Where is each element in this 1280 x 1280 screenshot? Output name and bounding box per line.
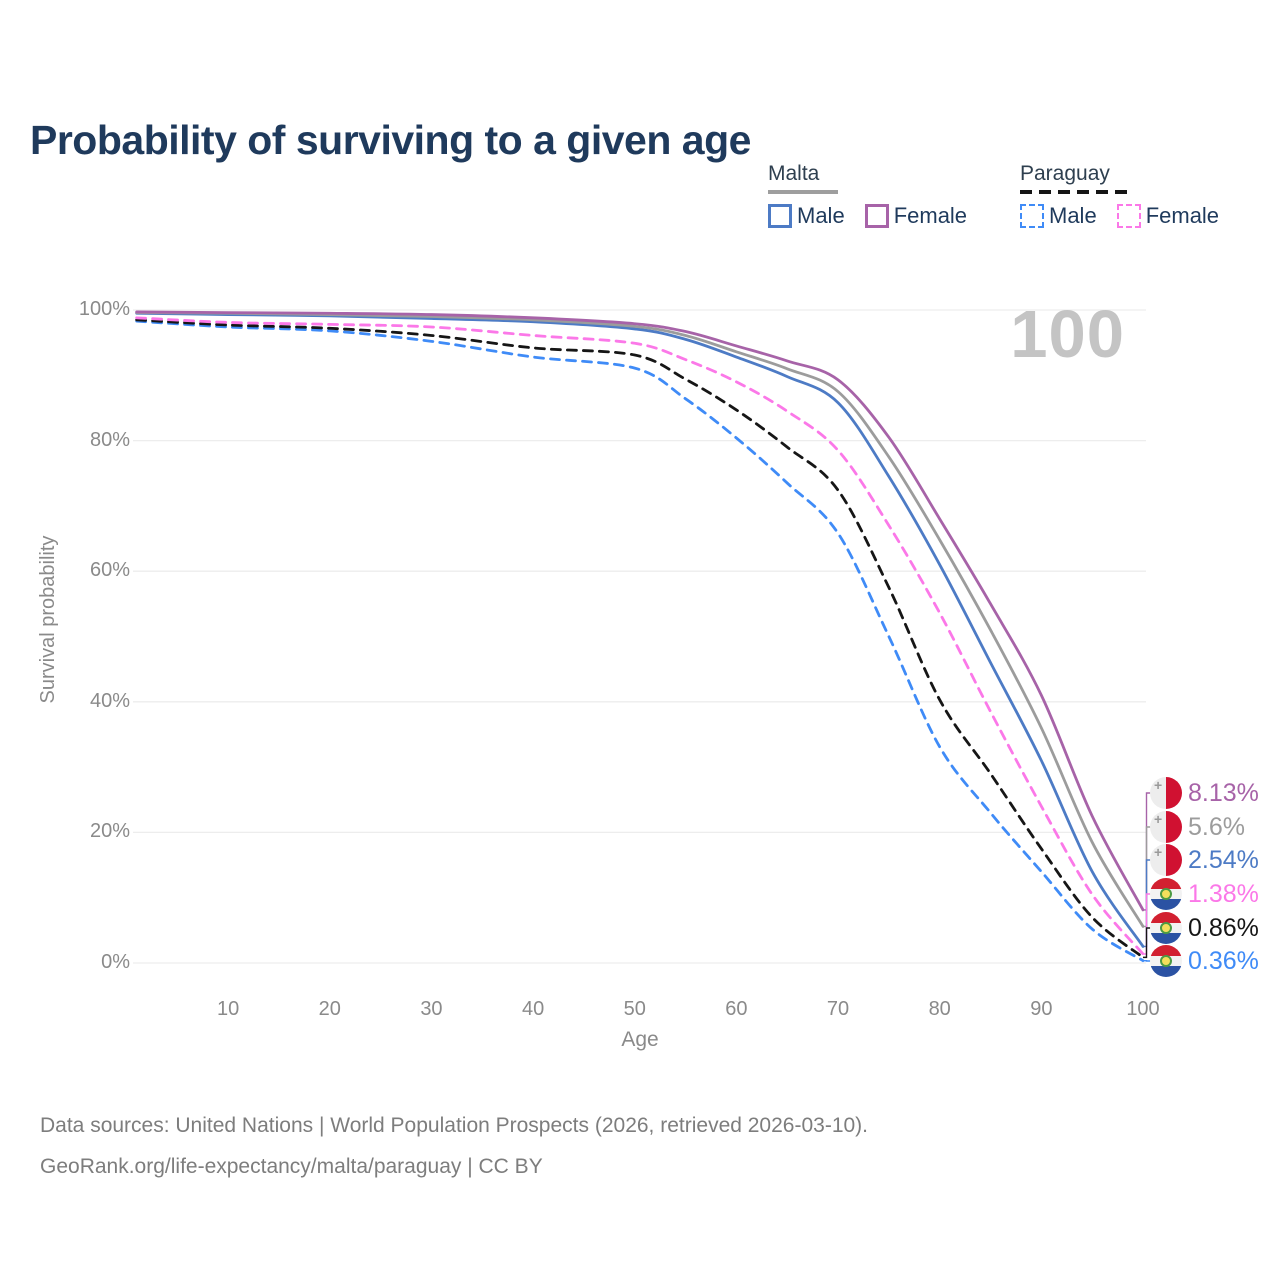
x-tick-10: 10 [217,998,240,1020]
malta-flag-icon [1150,844,1182,876]
end-label-malta: 5.6% [1150,810,1245,844]
series-line-malta[interactable] [135,311,1145,928]
end-label-value: 2.54% [1188,845,1259,874]
hovered-age-watermark: 100 [1010,297,1125,372]
series-line-malta-male[interactable] [135,311,1145,948]
x-tick-80: 80 [928,998,951,1020]
y-tick-0%: 0% [101,951,130,973]
end-label-value: 1.38% [1188,879,1259,908]
legend-country-malta: Malta [768,162,820,185]
legend-label-paraguay-male: Male [1049,203,1097,228]
end-label-malta-male: 2.54% [1150,843,1259,877]
malta-flag-icon [1150,811,1182,843]
legend-country-paraguay: Paraguay [1020,162,1110,185]
end-label-paraguay-male: 0.36% [1150,944,1259,978]
legend-label-paraguay-female: Female [1145,203,1220,228]
malta-flag-icon [1150,777,1182,809]
end-label-value: 8.13% [1188,778,1259,807]
x-tick-40: 40 [521,998,545,1020]
x-tick-90: 90 [1030,998,1053,1020]
footer-url: GeoRank.org/life-expectancy/malta/paragu… [40,1154,543,1178]
x-tick-20: 20 [318,998,341,1020]
end-label-value: 5.6% [1188,812,1245,841]
legend-group-paraguay: Paraguay Male Female [1020,162,1219,228]
y-tick-40%: 40% [89,689,130,712]
series-line-paraguay[interactable] [135,318,1145,959]
x-tick-70: 70 [826,998,850,1020]
legend-swatch-paraguay-male [1020,204,1044,228]
x-tick-30: 30 [420,998,443,1020]
legend-line-sample-solid [768,190,838,194]
x-tick-60: 60 [725,998,748,1020]
paraguay-flag-icon [1150,945,1182,977]
footer: Data sources: United Nations | World Pop… [40,1106,868,1188]
legend-label-malta-female: Female [893,203,968,228]
series-line-paraguay-female[interactable] [135,316,1145,956]
y-tick-80%: 80% [89,428,130,451]
legend-swatch-malta-male [768,204,792,228]
y-tick-20%: 20% [89,820,130,843]
page-title: Probability of surviving to a given age [30,117,751,164]
paraguay-flag-icon [1150,878,1182,910]
legend-item-paraguay-female[interactable]: Female [1116,203,1220,229]
legend-swatch-malta-female [864,204,889,228]
end-label-paraguay-female: 1.38% [1150,877,1259,911]
footer-data-sources: Data sources: United Nations | World Pop… [40,1114,869,1137]
end-label-value: 0.86% [1188,913,1259,942]
legend-group-malta: Malta Male Female [768,162,967,228]
end-label-value: 0.36% [1188,946,1259,975]
end-label-paraguay: 0.86% [1150,911,1259,945]
end-label-malta-female: 8.13% [1150,776,1259,810]
legend-line-sample-dashed [1020,190,1130,194]
legend-item-malta-male[interactable]: Male [768,203,845,229]
x-tick-50: 50 [623,998,646,1020]
y-tick-60%: 60% [89,559,130,582]
series-line-paraguay-male[interactable] [135,319,1145,963]
y-tick-100%: 100% [78,298,130,320]
legend-label-malta-male: Male [797,203,845,228]
paraguay-flag-icon [1150,912,1182,944]
series-line-malta-female[interactable] [135,310,1145,912]
legend-swatch-paraguay-female [1116,204,1141,228]
x-tick-100: 100 [1126,998,1160,1020]
x-axis-title: Age [621,1028,659,1051]
legend-item-malta-female[interactable]: Female [864,203,968,229]
legend-item-paraguay-male[interactable]: Male [1020,203,1097,229]
